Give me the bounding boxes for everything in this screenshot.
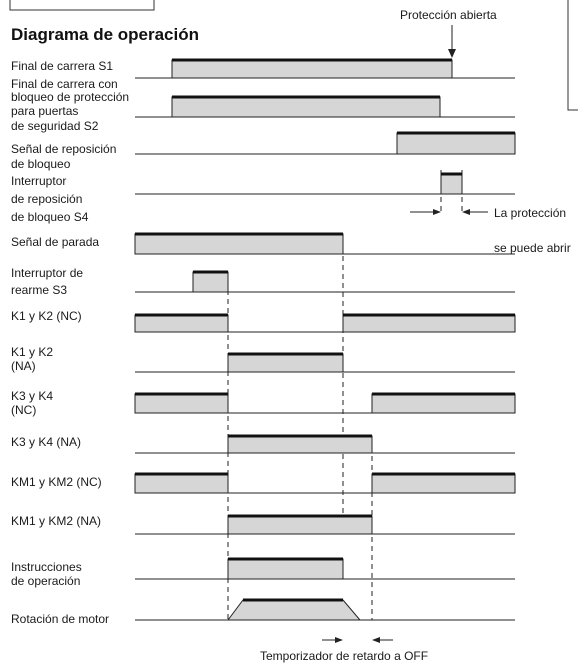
- signal-motor-label-text: Rotación de motor: [11, 612, 109, 626]
- signal-stop-label-text: Señal de parada: [11, 235, 99, 249]
- signal-k3k4-na-label-text: K3 y K4 (NA): [11, 435, 81, 449]
- waveforms: [134, 58, 516, 621]
- signal-instructions-label: Instrucciones de operación: [11, 560, 82, 588]
- timer-right-arrowhead: [372, 637, 380, 643]
- signal-s1-label-text: Final de carrera S1: [11, 59, 113, 73]
- can-open-annotation-line2: se puede abrir: [494, 241, 571, 255]
- header-frame: [9, 0, 155, 11]
- signal-k1k2-na-label: K1 y K2 (NA): [11, 345, 53, 373]
- signal-km-nc-label: KM1 y KM2 (NC): [11, 475, 102, 489]
- signal-k1k2-nc-label-text: K1 y K2 (NC): [11, 309, 82, 323]
- protection-open-annotation: Protección abierta: [400, 8, 497, 22]
- k3k4-nc-pulse-2: [371, 393, 516, 414]
- signal-s2-label-line3: para puertas: [11, 104, 78, 118]
- signal-km-nc-label-text: KM1 y KM2 (NC): [11, 475, 102, 489]
- signal-k1k2-na-label-line2: (NA): [11, 359, 36, 373]
- k3k4-nc-pulse-1: [134, 393, 229, 414]
- signal-k3k4-nc-label-line1: K3 y K4: [11, 389, 53, 403]
- can-open-right-arrowhead: [462, 209, 470, 215]
- signal-s1-label: Final de carrera S1: [11, 59, 113, 73]
- signal-reset-label-line2: de bloqueo: [11, 157, 71, 171]
- signal-instructions-label-line2: de operación: [11, 574, 80, 588]
- signal-s2-label-line2: bloqueo de protección: [11, 90, 129, 104]
- s3-pulse-1: [192, 271, 229, 293]
- signal-s3-label: Interruptor de rearme S3: [11, 266, 83, 297]
- signal-reset-label: Señal de reposición de bloqueo: [11, 142, 116, 171]
- km-nc-pulse-1: [134, 473, 229, 494]
- signal-k3k4-nc-label: K3 y K4 (NC): [11, 389, 53, 417]
- signal-s4-label-line1: Interruptor: [11, 174, 66, 188]
- signal-k1k2-na-label-line1: K1 y K2: [11, 345, 53, 359]
- can-open-annotation-line1: La protección: [494, 206, 566, 220]
- reset-signal-pulse-1: [396, 132, 516, 155]
- signal-km-na-label-text: KM1 y KM2 (NA): [11, 514, 101, 528]
- signal-s4-label-line3: de bloqueo S4: [11, 210, 89, 224]
- signal-motor-label: Rotación de motor: [11, 612, 109, 626]
- signal-s3-label-line1: Interruptor de: [11, 266, 83, 280]
- side-frame: [567, 0, 578, 111]
- signal-s2-label-line1: Final de carrera con: [11, 77, 118, 91]
- s2-pulse-1: [171, 96, 441, 118]
- signal-s4-label: Interruptor de reposición de bloqueo S4: [11, 174, 89, 224]
- timer-annotation: Temporizador de retardo a OFF: [260, 649, 428, 663]
- k1k2-nc-pulse-1: [134, 314, 229, 333]
- instructions-pulse-1: [227, 558, 344, 580]
- signal-s2-label-line4: de seguridad S2: [11, 119, 99, 133]
- signal-k3k4-na-label: K3 y K4 (NA): [11, 435, 81, 449]
- signal-km-na-label: KM1 y KM2 (NA): [11, 514, 101, 528]
- stop-pulse-1: [134, 233, 344, 255]
- signal-s2-label: Final de carrera con bloqueo de protecci…: [11, 77, 129, 133]
- k1k2-nc-pulse-2: [342, 314, 516, 333]
- km-nc-pulse-2: [371, 473, 516, 494]
- can-open-left-arrowhead: [433, 209, 441, 215]
- signal-s4-label-line2: de reposición: [11, 192, 82, 206]
- k3k4-na-pulse-1: [227, 435, 373, 454]
- s4-pulse-1: [440, 173, 463, 195]
- signal-reset-label-line1: Señal de reposición: [11, 142, 116, 156]
- signal-k3k4-nc-label-line2: (NC): [11, 403, 36, 417]
- protection-open-arrowhead: [448, 49, 456, 58]
- diagram-title: Diagrama de operación: [11, 25, 199, 44]
- motor-ramp: [227, 599, 362, 621]
- k1k2-na-pulse-1: [227, 353, 344, 373]
- timer-left-arrowhead: [335, 637, 343, 643]
- s1-pulse-1: [171, 59, 453, 79]
- signal-s3-label-line2: rearme S3: [11, 283, 67, 297]
- km-na-pulse-1: [227, 515, 373, 535]
- signal-k1k2-nc-label: K1 y K2 (NC): [11, 309, 82, 323]
- signal-instructions-label-line1: Instrucciones: [11, 560, 82, 574]
- signal-stop-label: Señal de parada: [11, 235, 99, 249]
